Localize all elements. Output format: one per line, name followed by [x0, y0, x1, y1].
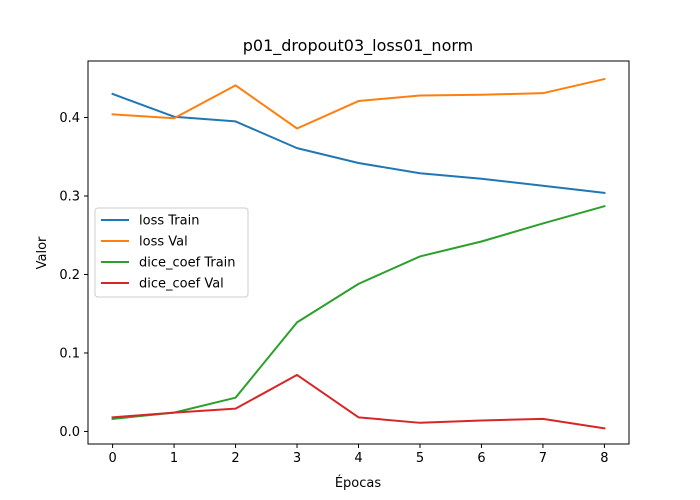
- legend-label-dice-coef-val: dice_coef Val: [139, 277, 224, 292]
- x-tick-label: 0: [108, 451, 116, 466]
- x-tick-label: 2: [231, 451, 239, 466]
- x-tick-label: 6: [477, 451, 485, 466]
- x-tick-label: 8: [600, 451, 608, 466]
- legend: loss Train loss Val dice_coef Train dice_co…: [94, 207, 249, 298]
- series-line-loss-val: [111, 77, 606, 130]
- x-axis-label: Épocas: [335, 475, 382, 491]
- y-tick-label: 0.2: [59, 268, 80, 283]
- y-tick-label: 0.0: [59, 425, 80, 440]
- legend-label-loss-val: loss Val: [139, 235, 188, 250]
- chart-title: p01_dropout03_loss01_norm: [243, 36, 473, 56]
- x-tick-label: 3: [293, 451, 301, 466]
- x-tick-label: 4: [354, 451, 362, 466]
- x-tick-label: 5: [416, 451, 424, 466]
- y-tick-label: 0.4: [59, 111, 80, 126]
- series-line-dice-coef-val: [111, 373, 606, 430]
- y-axis-label: Valor: [35, 236, 50, 269]
- series-line-dice-coef-train: [111, 204, 606, 420]
- legend-label-loss-train: loss Train: [139, 214, 199, 229]
- x-tick-label: 7: [539, 451, 547, 466]
- legend-box: [94, 207, 249, 298]
- series-line-loss-train: [111, 92, 606, 194]
- y-tick-label: 0.3: [59, 189, 80, 204]
- y-tick-label: 0.1: [59, 346, 80, 361]
- x-tick-label: 1: [170, 451, 178, 466]
- legend-label-dice-coef-train: dice_coef Train: [139, 256, 236, 271]
- plot-area: 0 1 2 3 4 5 6 7 8 0.0 0.1 0.2 0.3 0.4: [59, 60, 630, 466]
